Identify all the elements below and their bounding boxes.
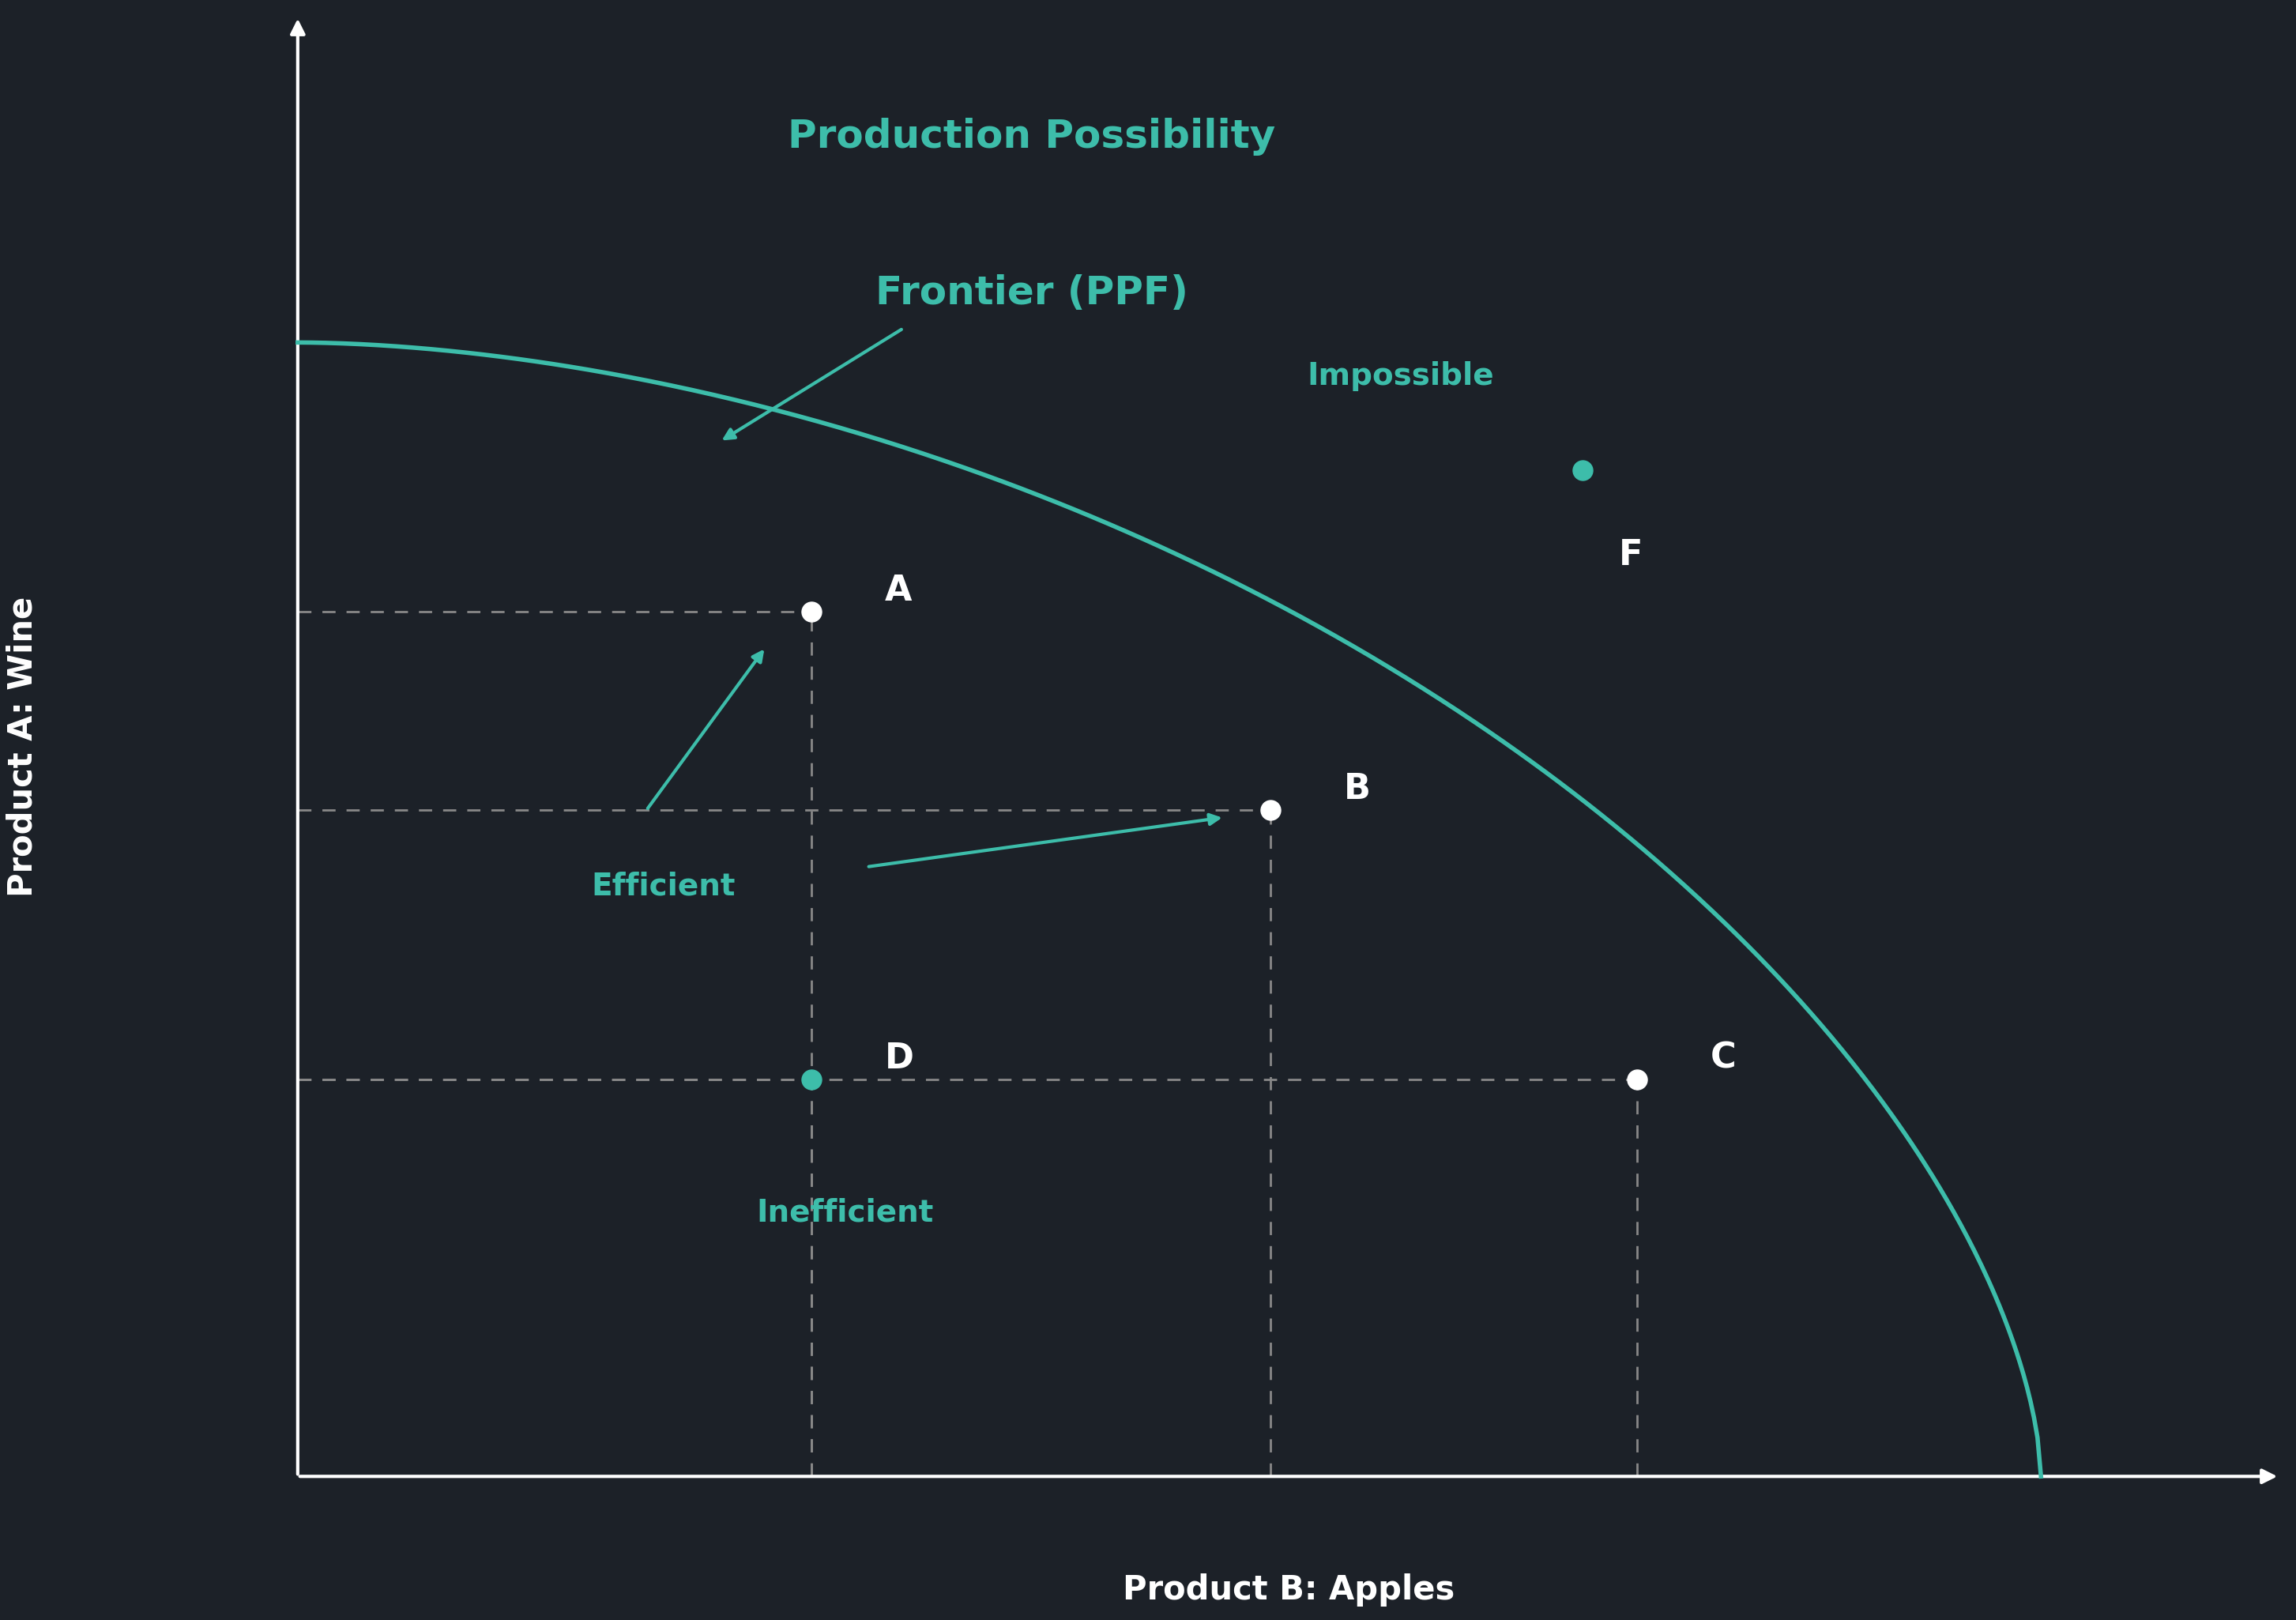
Text: F: F [1619,538,1644,572]
Text: Frontier (PPF): Frontier (PPF) [875,274,1187,311]
Text: B: B [1343,773,1371,805]
Text: Production Possibility: Production Possibility [788,118,1277,156]
Text: Impossible: Impossible [1306,361,1495,392]
Text: A: A [884,573,912,608]
Text: D: D [884,1042,914,1076]
Text: Product B: Apples: Product B: Apples [1123,1573,1456,1607]
Text: C: C [1711,1042,1736,1076]
Text: Efficient: Efficient [592,872,735,902]
Text: Product A: Wine: Product A: Wine [7,596,39,896]
Text: Inefficient: Inefficient [755,1197,934,1228]
